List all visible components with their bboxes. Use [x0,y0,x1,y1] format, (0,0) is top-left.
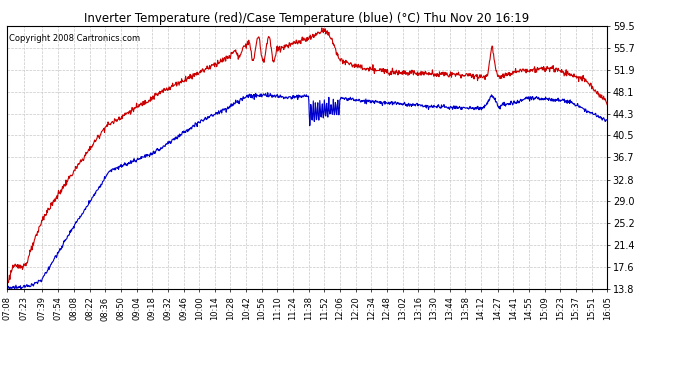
Title: Inverter Temperature (red)/Case Temperature (blue) (°C) Thu Nov 20 16:19: Inverter Temperature (red)/Case Temperat… [84,12,530,25]
Text: Copyright 2008 Cartronics.com: Copyright 2008 Cartronics.com [9,34,140,43]
